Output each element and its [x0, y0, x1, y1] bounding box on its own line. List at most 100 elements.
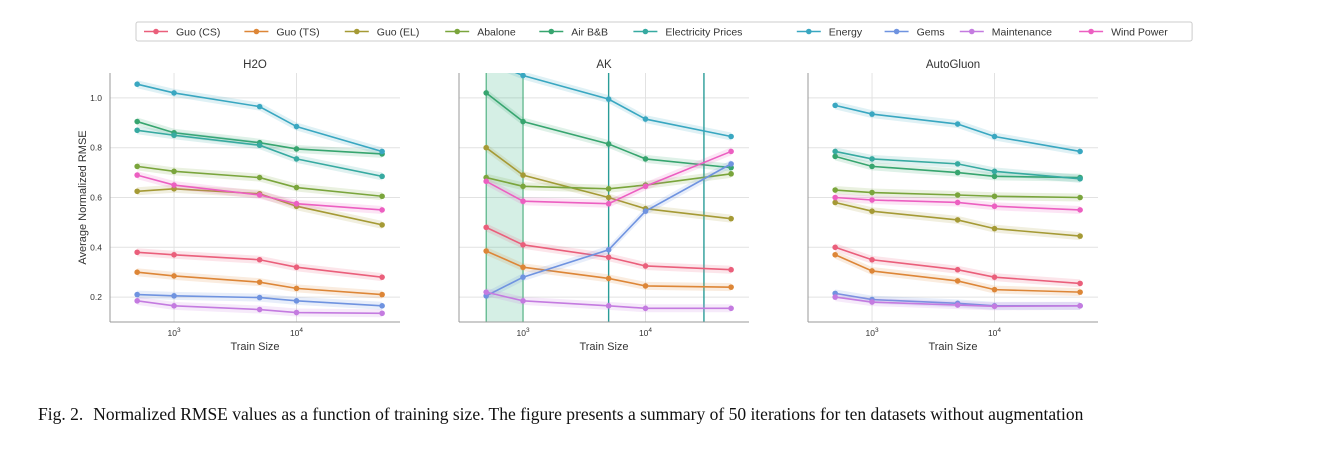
legend-label-6: Energy — [829, 26, 863, 38]
data-point-5-4 — [1077, 176, 1083, 182]
data-point-3-4 — [1077, 194, 1083, 201]
series-band-4 — [486, 88, 732, 172]
data-point-2-0 — [832, 199, 838, 206]
data-point-1-0 — [134, 269, 140, 276]
x-tick-label-1: 104 — [988, 327, 1001, 338]
legend-label-7: Gems — [917, 26, 945, 38]
data-point-1-1 — [869, 268, 875, 274]
data-point-5-3 — [293, 156, 300, 162]
x-tick-label-0: 103 — [167, 327, 180, 338]
data-point-8-3 — [642, 305, 649, 312]
legend-marker-0 — [153, 28, 159, 35]
data-point-1-3 — [642, 283, 649, 289]
series-band-4 — [137, 117, 383, 158]
data-point-4-0 — [832, 153, 838, 160]
legend-marker-8 — [969, 28, 975, 35]
data-point-9-0 — [134, 172, 140, 178]
data-point-6-4 — [728, 133, 734, 140]
data-point-3-1 — [869, 189, 875, 196]
series-band-5 — [137, 126, 383, 181]
data-point-8-1 — [171, 303, 177, 309]
panel-2: 103 104 — [807, 73, 1098, 338]
data-point-6-3 — [293, 123, 300, 130]
y-tick-label-1: 0.4 — [90, 242, 102, 252]
data-point-1-2 — [256, 279, 263, 285]
data-point-7-2 — [605, 246, 612, 253]
y-tick-label-0: 0.2 — [90, 292, 102, 302]
data-point-6-1 — [520, 73, 526, 79]
series-band-8 — [486, 288, 732, 313]
data-point-2-0 — [134, 188, 140, 195]
data-point-0-0 — [832, 244, 838, 251]
y-tick-label-2: 0.6 — [90, 193, 102, 203]
data-point-0-3 — [642, 263, 649, 269]
figure-caption: Fig. 2. Normalized RMSE values as a funct… — [38, 404, 1093, 425]
legend-marker-9 — [1088, 28, 1094, 35]
data-point-3-3 — [293, 184, 300, 191]
data-point-6-0 — [483, 58, 489, 64]
data-point-0-4 — [379, 274, 385, 280]
data-point-8-1 — [520, 298, 526, 304]
series-band-4 — [835, 152, 1081, 182]
data-point-2-2 — [954, 217, 961, 223]
data-point-1-0 — [832, 251, 838, 258]
data-point-6-3 — [642, 116, 649, 122]
legend-marker-7 — [893, 28, 900, 35]
data-point-0-2 — [256, 256, 263, 263]
data-point-6-4 — [379, 148, 385, 155]
legend-label-5: Electricity Prices — [665, 26, 742, 38]
panel-title: H2O — [243, 59, 267, 71]
data-point-4-2 — [605, 141, 612, 147]
data-point-0-1 — [869, 256, 875, 263]
legend-label-2: Guo (EL) — [377, 26, 420, 38]
data-point-8-4 — [728, 305, 734, 312]
data-point-9-0 — [832, 194, 838, 201]
data-point-8-2 — [954, 302, 961, 308]
data-point-2-1 — [520, 172, 526, 178]
data-point-6-1 — [171, 90, 177, 96]
data-point-2-2 — [605, 194, 612, 201]
data-point-3-0 — [832, 187, 838, 193]
series-band-7 — [486, 159, 732, 300]
data-point-0-4 — [728, 266, 734, 273]
data-point-1-4 — [728, 284, 734, 290]
legend-marker-1 — [253, 28, 260, 35]
data-point-4-3 — [642, 156, 649, 162]
data-point-8-3 — [293, 309, 300, 316]
data-point-5-1 — [869, 156, 875, 162]
data-point-7-1 — [171, 293, 177, 299]
data-point-3-3 — [991, 193, 998, 200]
series-band-6 — [137, 80, 383, 156]
data-point-6-3 — [991, 133, 998, 140]
data-point-7-1 — [520, 274, 526, 280]
data-point-4-1 — [520, 118, 526, 125]
series-band-2 — [486, 143, 732, 223]
series-group — [483, 58, 734, 313]
data-point-9-4 — [379, 207, 385, 213]
data-point-0-0 — [483, 224, 489, 231]
data-point-5-2 — [954, 161, 961, 167]
legend-marker-3 — [454, 28, 461, 35]
data-point-4-2 — [954, 169, 961, 176]
data-point-7-2 — [256, 294, 263, 301]
legend-label-9: Wind Power — [1111, 26, 1168, 38]
legend-label-4: Air B&B — [571, 26, 608, 38]
series-group — [832, 101, 1083, 311]
legend-label-0: Guo (CS) — [176, 26, 220, 38]
data-point-7-3 — [642, 208, 649, 214]
data-point-1-3 — [293, 285, 300, 292]
panel-0: 103 104 — [109, 73, 400, 338]
data-point-8-4 — [1077, 303, 1083, 309]
data-point-8-2 — [256, 306, 263, 313]
legend-marker-2 — [354, 28, 360, 35]
data-point-2-1 — [869, 208, 875, 214]
data-point-4-3 — [991, 173, 998, 180]
legend: Guo (CS) Guo (TS) Guo (EL) Abalone Air B&B El… — [135, 21, 1193, 42]
data-point-6-2 — [954, 121, 961, 127]
data-point-3-2 — [954, 192, 961, 198]
data-point-9-3 — [642, 183, 649, 190]
data-point-3-4 — [379, 193, 385, 200]
data-point-9-3 — [991, 203, 998, 210]
data-point-0-0 — [134, 249, 140, 256]
data-point-8-1 — [869, 299, 875, 305]
